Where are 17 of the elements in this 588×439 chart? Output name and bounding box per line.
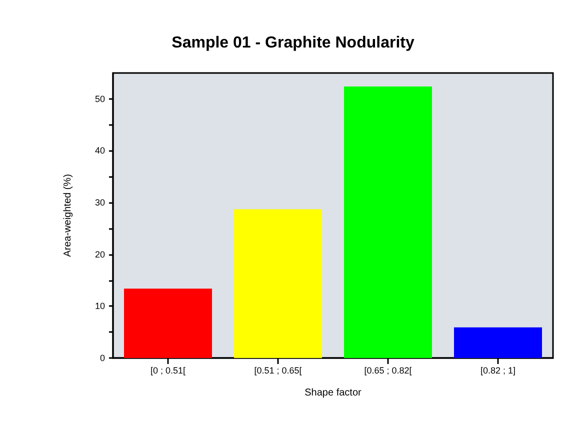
y-tick-label: 40 (94, 146, 105, 156)
y-tick-label: 0 (100, 353, 105, 363)
bar (234, 209, 322, 358)
y-tick-label: 10 (94, 301, 105, 312)
bar (454, 327, 542, 358)
x-tick-label: [0.65 ; 0.82[ (364, 366, 412, 376)
x-tick-label: [0.51 ; 0.65[ (254, 366, 302, 376)
x-axis-title: Shape factor (304, 388, 362, 398)
x-tick-label: [0.82 ; 1] (480, 366, 516, 376)
y-tick-label: 30 (94, 198, 105, 208)
chart-title: Sample 01 - Graphite Nodularity (172, 34, 414, 52)
y-tick-label: 20 (94, 249, 105, 260)
y-axis-title: Area-weighted (%) (62, 174, 74, 257)
bar (344, 86, 432, 358)
x-tick-label: [0 ; 0.51[ (150, 366, 186, 376)
bar (124, 288, 212, 358)
y-tick-label: 50 (94, 94, 105, 104)
